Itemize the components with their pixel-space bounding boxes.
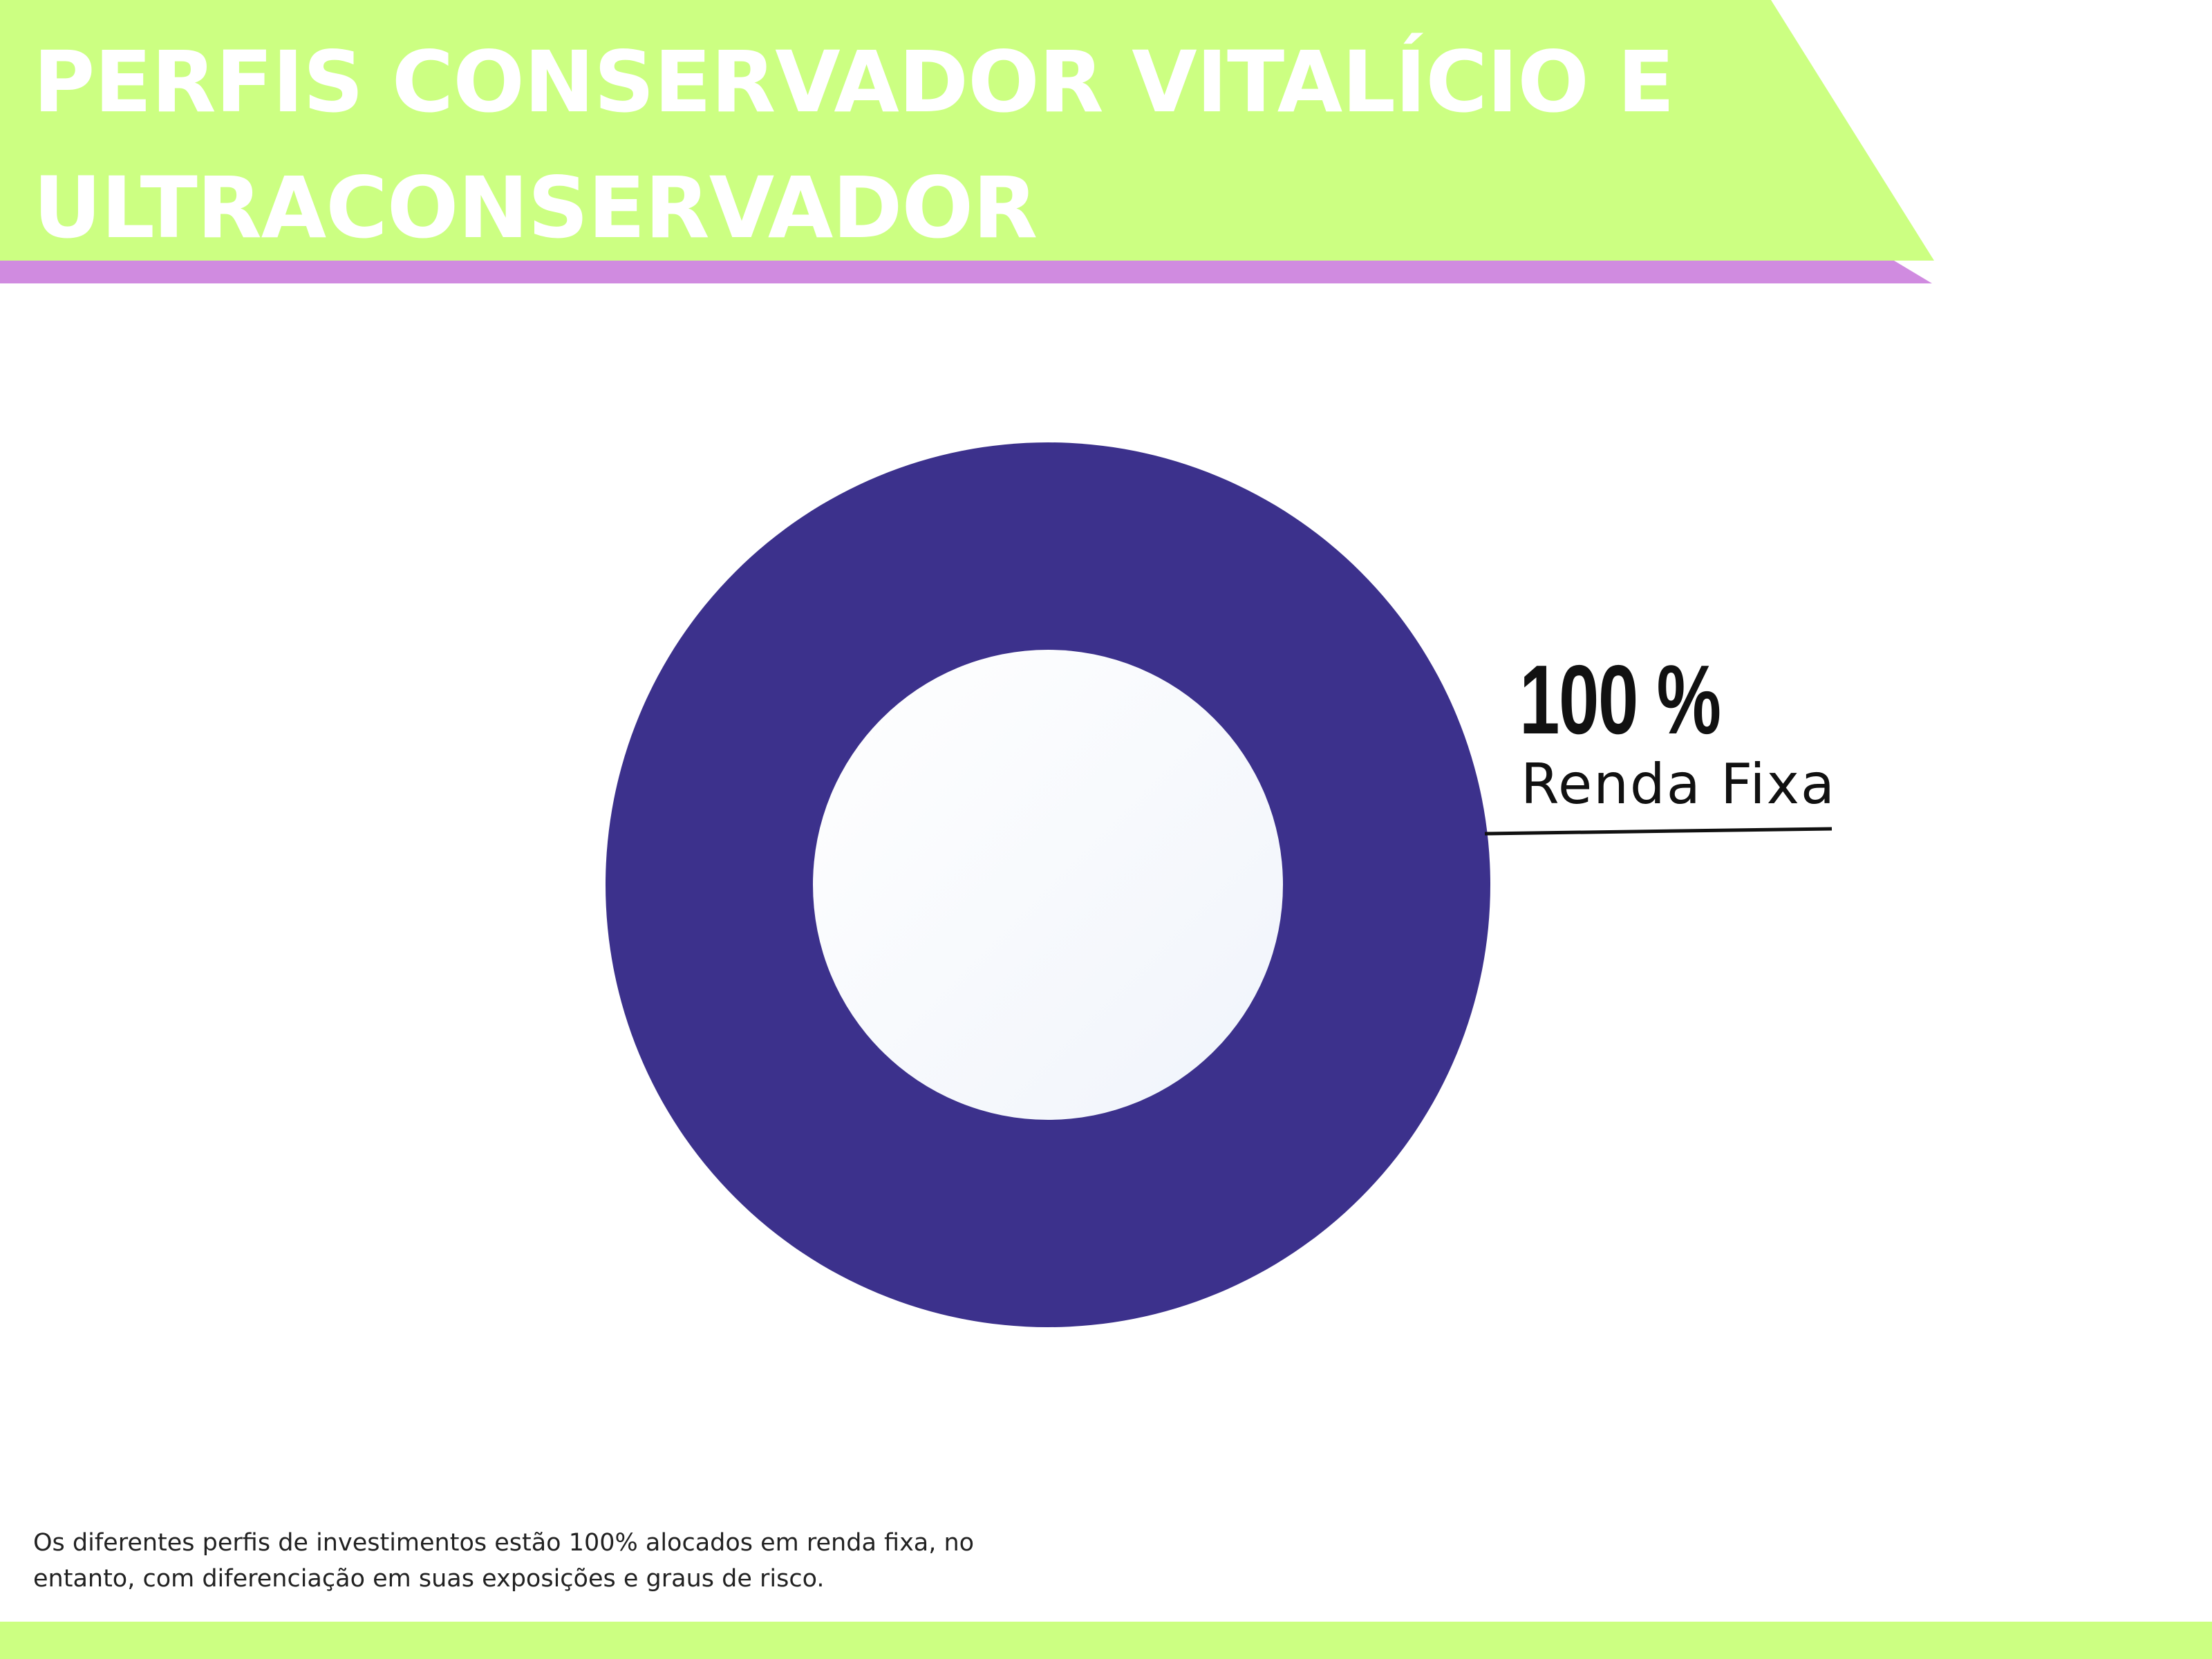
leader-line xyxy=(1484,827,1833,836)
banner-green xyxy=(0,0,1934,261)
page-title: PERFIS CONSERVADOR VITALÍCIO E ULTRACONS… xyxy=(33,33,1675,257)
banner-stripe xyxy=(0,261,1932,283)
header-banner xyxy=(0,0,1934,283)
bottom-bar xyxy=(0,1622,2212,1659)
slice-category-label: Renda Fixa xyxy=(1521,752,1836,816)
footnote: Os diferentes perfis de investimentos es… xyxy=(33,1529,975,1593)
donut-hole xyxy=(813,650,1283,1120)
slice-value-label: 100 % xyxy=(1519,645,1721,755)
